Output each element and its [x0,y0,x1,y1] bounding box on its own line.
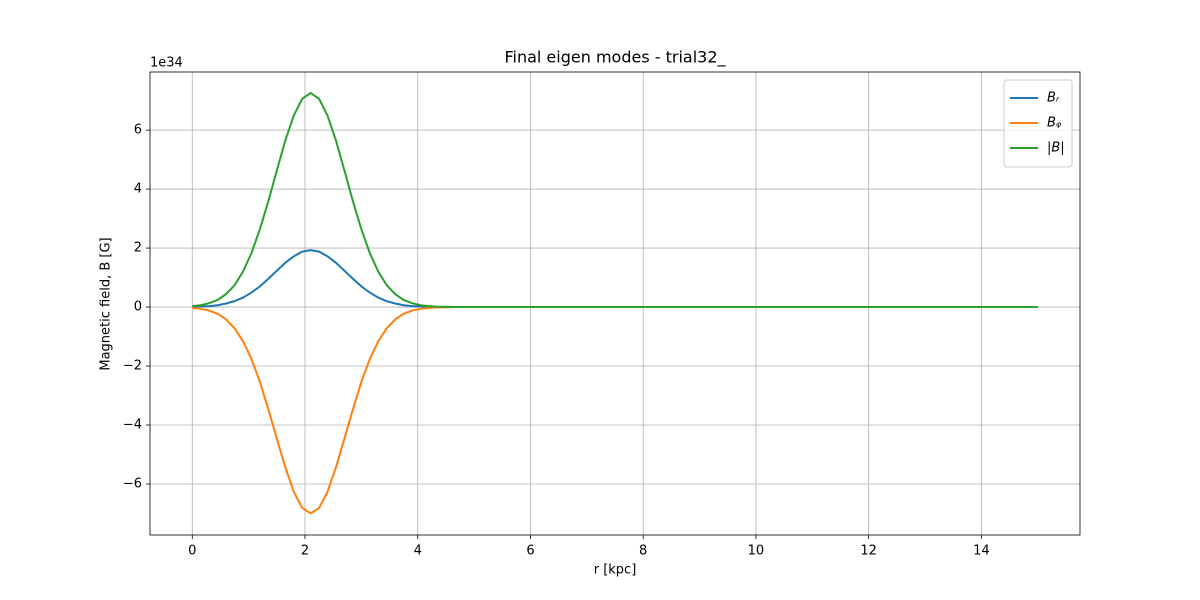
y-tick-label: −2 [123,359,142,374]
x-tick-label: 12 [860,544,877,559]
y-offset-label: 1e34 [150,56,183,71]
x-tick-label: 4 [414,544,422,559]
y-tick-label: −4 [123,418,142,433]
legend-label: |B| [1047,141,1065,156]
x-tick-label: 14 [973,544,990,559]
y-tick-label: 4 [134,182,142,197]
legend-label: Bᵩ [1047,116,1062,131]
x-axis-label: r [kpc] [594,563,637,578]
x-tick-label: 8 [639,544,647,559]
series-line [192,91,1038,309]
series-line [192,306,1038,515]
y-tick-label: 2 [134,241,142,256]
y-tick-label: −6 [123,476,142,491]
y-tick-label: 6 [134,123,142,138]
y-tick-label: 0 [134,300,142,315]
plot-frame [149,71,1081,536]
x-tick-label: 0 [188,544,196,559]
legend-label: Bᵣ [1047,91,1060,106]
x-tick-label: 6 [526,544,534,559]
series-line [192,249,1038,309]
x-tick-label: 10 [748,544,765,559]
x-tick-label: 2 [301,544,309,559]
chart-title: Final eigen modes - trial32_ [504,48,726,68]
y-axis-label: Magnetic field, B [G] [99,237,114,370]
